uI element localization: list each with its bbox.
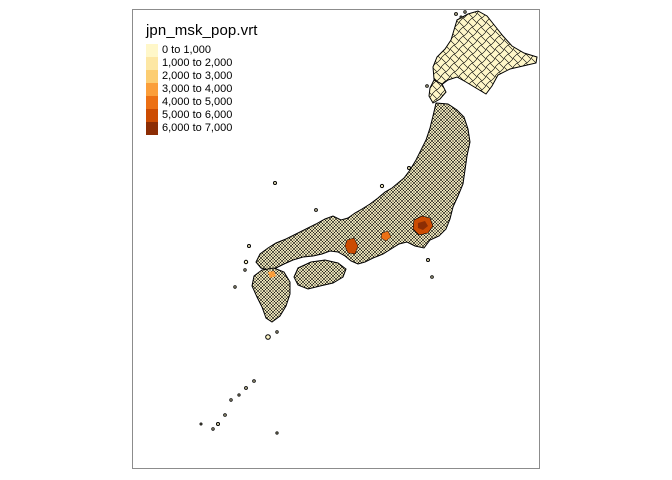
islands xyxy=(199,10,467,435)
legend-swatch xyxy=(146,57,158,70)
region-kyushu xyxy=(251,267,291,323)
legend-label: 6,000 to 7,000 xyxy=(162,122,233,134)
hotspot-fukuoka xyxy=(268,271,276,278)
hotspot-nagoya xyxy=(380,230,392,242)
map-legend: jpn_msk_pop.vrt 0 to 1,000 1,000 to 2,000… xyxy=(146,22,258,135)
legend-label: 3,000 to 4,000 xyxy=(162,83,233,95)
legend-label: 2,000 to 3,000 xyxy=(162,70,233,82)
legend-title: jpn_msk_pop.vrt xyxy=(146,22,258,39)
region-shikoku xyxy=(293,259,347,290)
region-hokkaido xyxy=(432,10,538,95)
legend-swatch xyxy=(146,44,158,57)
legend-swatch xyxy=(146,96,158,109)
legend-item: 4,000 to 5,000 xyxy=(146,96,258,109)
legend-item: 0 to 1,000 xyxy=(146,44,258,57)
region-hokkaido-southwest xyxy=(428,79,447,104)
legend-label: 5,000 to 6,000 xyxy=(162,109,233,121)
legend-swatch xyxy=(146,83,158,96)
hotspot-tokyo-core xyxy=(418,221,428,230)
region-honshu xyxy=(255,102,471,271)
legend-item: 5,000 to 6,000 xyxy=(146,109,258,122)
legend-swatch xyxy=(146,70,158,83)
legend-item: 3,000 to 4,000 xyxy=(146,83,258,96)
hotspot-osaka xyxy=(344,237,359,255)
legend-item: 2,000 to 3,000 xyxy=(146,70,258,83)
legend-label: 4,000 to 5,000 xyxy=(162,96,233,108)
legend-item: 1,000 to 2,000 xyxy=(146,57,258,70)
legend-swatch xyxy=(146,122,158,135)
legend-label: 1,000 to 2,000 xyxy=(162,57,233,69)
legend-item: 6,000 to 7,000 xyxy=(146,122,258,135)
legend-label: 0 to 1,000 xyxy=(162,44,211,56)
legend-swatch xyxy=(146,109,158,122)
legend-items: 0 to 1,000 1,000 to 2,000 2,000 to 3,000 3,… xyxy=(146,44,258,135)
